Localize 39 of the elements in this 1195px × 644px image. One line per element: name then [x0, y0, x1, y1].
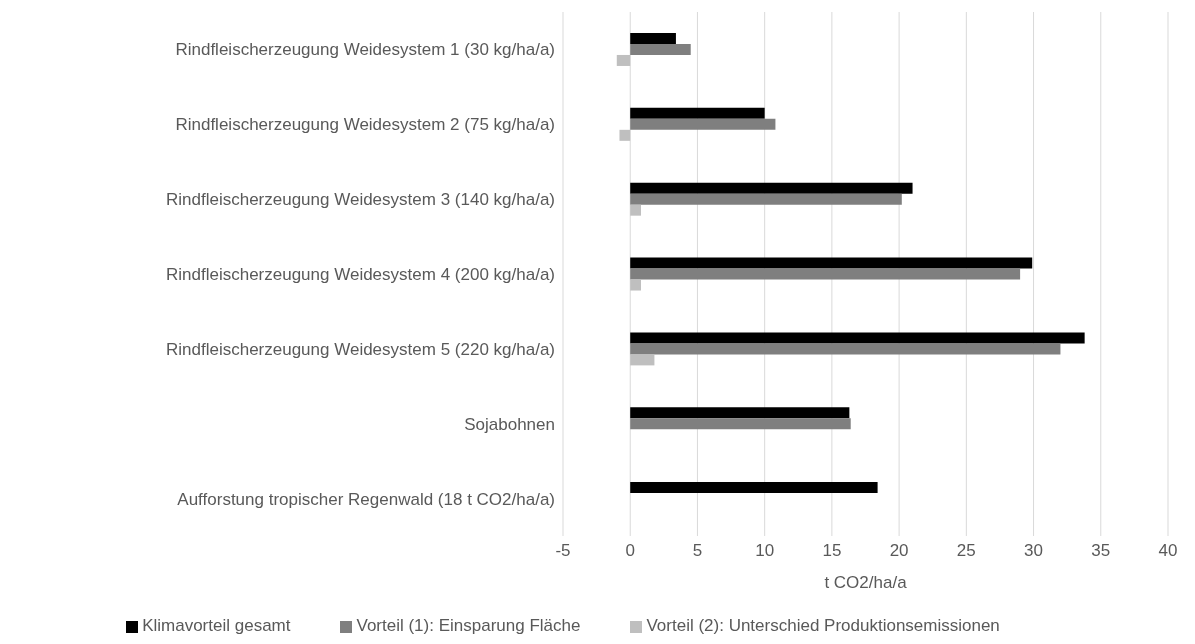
y-tick-label: Sojabohnen: [464, 414, 555, 434]
bar: [630, 268, 1021, 280]
bar: [630, 279, 641, 291]
y-tick-label: Aufforstung tropischer Regenwald (18 t CO2/ha/a): [177, 489, 555, 509]
bar: [630, 193, 902, 205]
y-tick-label: Rindfleischerzeugung Weidesystem 5 (220 kg/ha/a): [165, 339, 555, 359]
bar: [630, 257, 1033, 269]
bar: [630, 204, 641, 216]
bar: [630, 482, 878, 494]
x-tick-label: 5: [692, 541, 703, 561]
x-tick-label: -5: [555, 541, 571, 561]
x-axis-title: t CO2/ha/a: [824, 573, 908, 592]
y-tick-label: Rindfleischerzeugung Weidesystem 1 (30 kg/ha/a): [175, 40, 555, 60]
bar: [630, 32, 676, 44]
bar: [630, 43, 691, 55]
legend-label: Vorteil (1): Einsparung Fläche: [356, 616, 581, 635]
bar: [630, 343, 1061, 355]
bar: [630, 407, 850, 419]
x-tick-label: 0: [625, 541, 635, 561]
bar: [630, 118, 776, 130]
bar: [630, 332, 1085, 344]
x-tick-label: 40: [1158, 541, 1178, 561]
x-tick-label: 20: [889, 541, 909, 561]
bar: [630, 107, 765, 119]
y-tick-label: Rindfleischerzeugung Weidesystem 2 (75 kg/ha/a): [175, 115, 555, 135]
y-tick-label: Rindfleischerzeugung Weidesystem 4 (200 kg/ha/a): [165, 265, 555, 285]
x-tick-label: 35: [1091, 541, 1111, 561]
legend-label: Klimavorteil gesamt: [142, 616, 291, 635]
bar: [616, 54, 631, 66]
x-tick-label: 10: [755, 541, 775, 561]
y-tick-label: Rindfleischerzeugung Weidesystem 3 (140 kg/ha/a): [165, 190, 555, 210]
x-tick-label: 25: [956, 541, 976, 561]
x-tick-label: 15: [822, 541, 842, 561]
bar: [630, 182, 913, 194]
bar: [619, 129, 631, 141]
legend-label: Vorteil (2): Unterschied Produktionsemissionen: [646, 616, 1000, 635]
bar: [630, 354, 655, 366]
bar: [630, 418, 851, 430]
x-tick-label: 30: [1024, 541, 1044, 561]
